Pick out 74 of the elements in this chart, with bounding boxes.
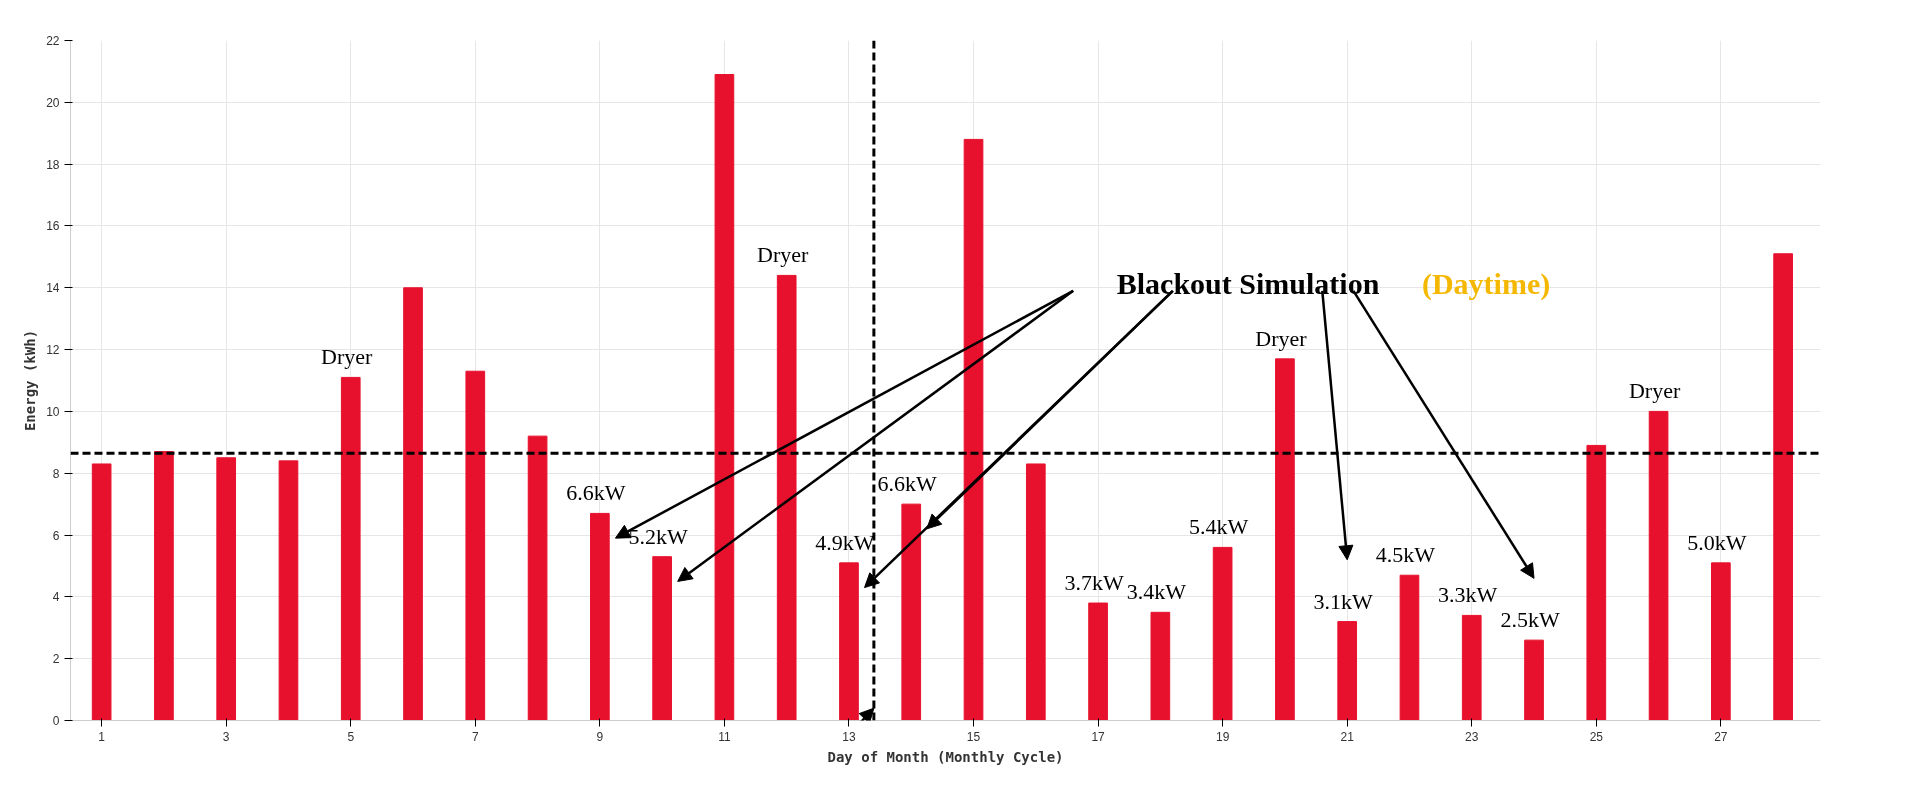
bar (714, 74, 735, 721)
bar (901, 503, 922, 721)
bar (465, 370, 486, 721)
annotation: 3.3kW (1438, 582, 1498, 608)
x-tick-label: 3 (222, 729, 230, 744)
x-tick-label: 17 (1091, 729, 1106, 744)
bar (403, 287, 423, 721)
annotation: 5.4kW (1189, 514, 1249, 540)
y-tick-label: 18 (46, 157, 60, 172)
bar (527, 435, 548, 721)
bar (1025, 463, 1046, 721)
annotation: 4.5kW (1375, 542, 1436, 568)
annotation: (Daytime) (1421, 267, 1551, 302)
x-tick-label: 7 (471, 729, 479, 744)
y-tick-label: 22 (46, 34, 60, 48)
y-tick-label: 4 (52, 590, 60, 605)
bar (1212, 546, 1233, 721)
bar (1337, 621, 1358, 721)
x-tick-label: 25 (1589, 729, 1604, 744)
x-tick-label: 1 (98, 729, 106, 744)
annotation: 3.7kW (1064, 570, 1124, 596)
x-tick-label: 27 (1714, 729, 1728, 744)
bar (1275, 358, 1295, 721)
y-tick-label: 10 (46, 404, 60, 419)
bar (1586, 444, 1607, 721)
x-tick-label: 15 (966, 729, 981, 744)
y-tick-label: 8 (52, 466, 60, 481)
annotation: 5.0kW (1687, 529, 1747, 555)
x-axis-title: Day of Month (Monthly Cycle) (827, 748, 1064, 765)
bar (839, 562, 859, 721)
bar (1773, 253, 1793, 721)
annotation: Dryer (757, 242, 810, 268)
annotation: Dryer (321, 344, 374, 370)
bar (1088, 602, 1108, 721)
x-tick-label: 19 (1215, 729, 1230, 744)
annotation: Dryer (1255, 325, 1308, 351)
bar (278, 460, 299, 721)
bar (340, 376, 361, 721)
bar (1648, 410, 1669, 721)
annotation: 2.5kW (1500, 607, 1560, 633)
x-tick-label: 13 (842, 729, 856, 744)
x-tick-label: 23 (1465, 729, 1479, 744)
y-tick-label: 16 (46, 219, 60, 234)
annotation: 6.6kW (877, 471, 938, 497)
annotation: 5.2kW (628, 523, 688, 549)
bar (776, 274, 797, 721)
x-tick-label: 9 (596, 729, 604, 744)
annotation: 4.9kW (815, 529, 875, 555)
x-tick-label: 11 (718, 729, 731, 744)
annotation: Dryer (1628, 378, 1681, 404)
y-tick-label: 12 (46, 343, 60, 358)
y-tick-label: 0 (52, 714, 60, 728)
annotation: 6.6kW (566, 480, 626, 506)
annotation: 3.4kW (1126, 579, 1187, 605)
bar (590, 512, 610, 721)
x-tick-label: 5 (347, 729, 355, 744)
x-tick-label: 21 (1340, 729, 1355, 744)
bar (91, 463, 112, 721)
y-tick-label: 2 (52, 652, 60, 667)
bar (1150, 611, 1171, 721)
bar (216, 457, 237, 721)
bar (963, 138, 984, 721)
y-tick-label: 14 (46, 281, 60, 296)
bar (1524, 639, 1544, 721)
bar (1399, 574, 1420, 721)
y-axis-title: Energy (kWh) (22, 329, 39, 432)
y-tick-label: 6 (52, 528, 60, 543)
bar (1461, 614, 1482, 721)
annotation: 3.1kW (1313, 588, 1374, 614)
bar (652, 556, 672, 721)
bar (154, 451, 174, 721)
y-tick-label: 20 (46, 95, 60, 110)
annotation: Blackout Simulation (1116, 267, 1380, 301)
bar (1711, 562, 1731, 721)
